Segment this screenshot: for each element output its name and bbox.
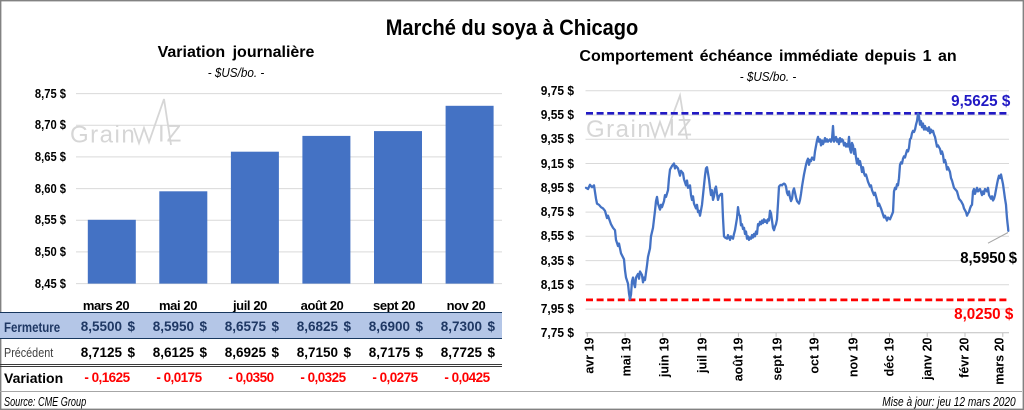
svg-text:Grain: Grain	[586, 116, 652, 143]
svg-text:Grain: Grain	[70, 122, 136, 149]
svg-text:IZ: IZ	[158, 121, 183, 148]
svg-text:IZ: IZ	[669, 115, 694, 142]
